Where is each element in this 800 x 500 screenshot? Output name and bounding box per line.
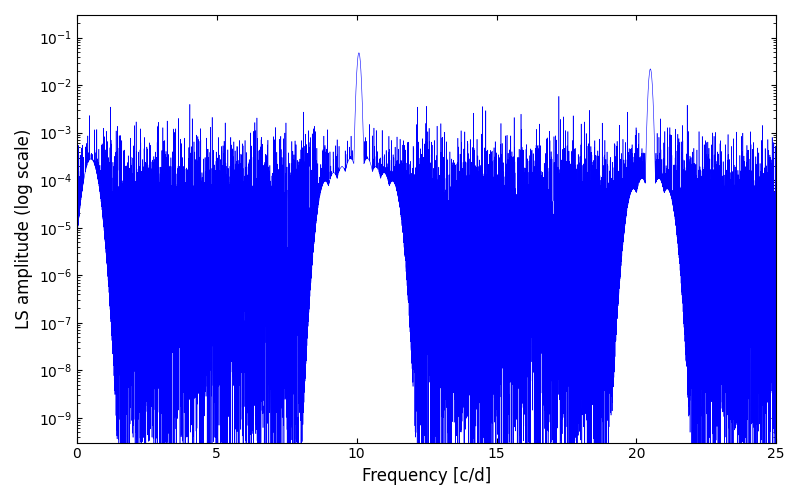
Y-axis label: LS amplitude (log scale): LS amplitude (log scale): [15, 128, 33, 329]
X-axis label: Frequency [c/d]: Frequency [c/d]: [362, 467, 491, 485]
